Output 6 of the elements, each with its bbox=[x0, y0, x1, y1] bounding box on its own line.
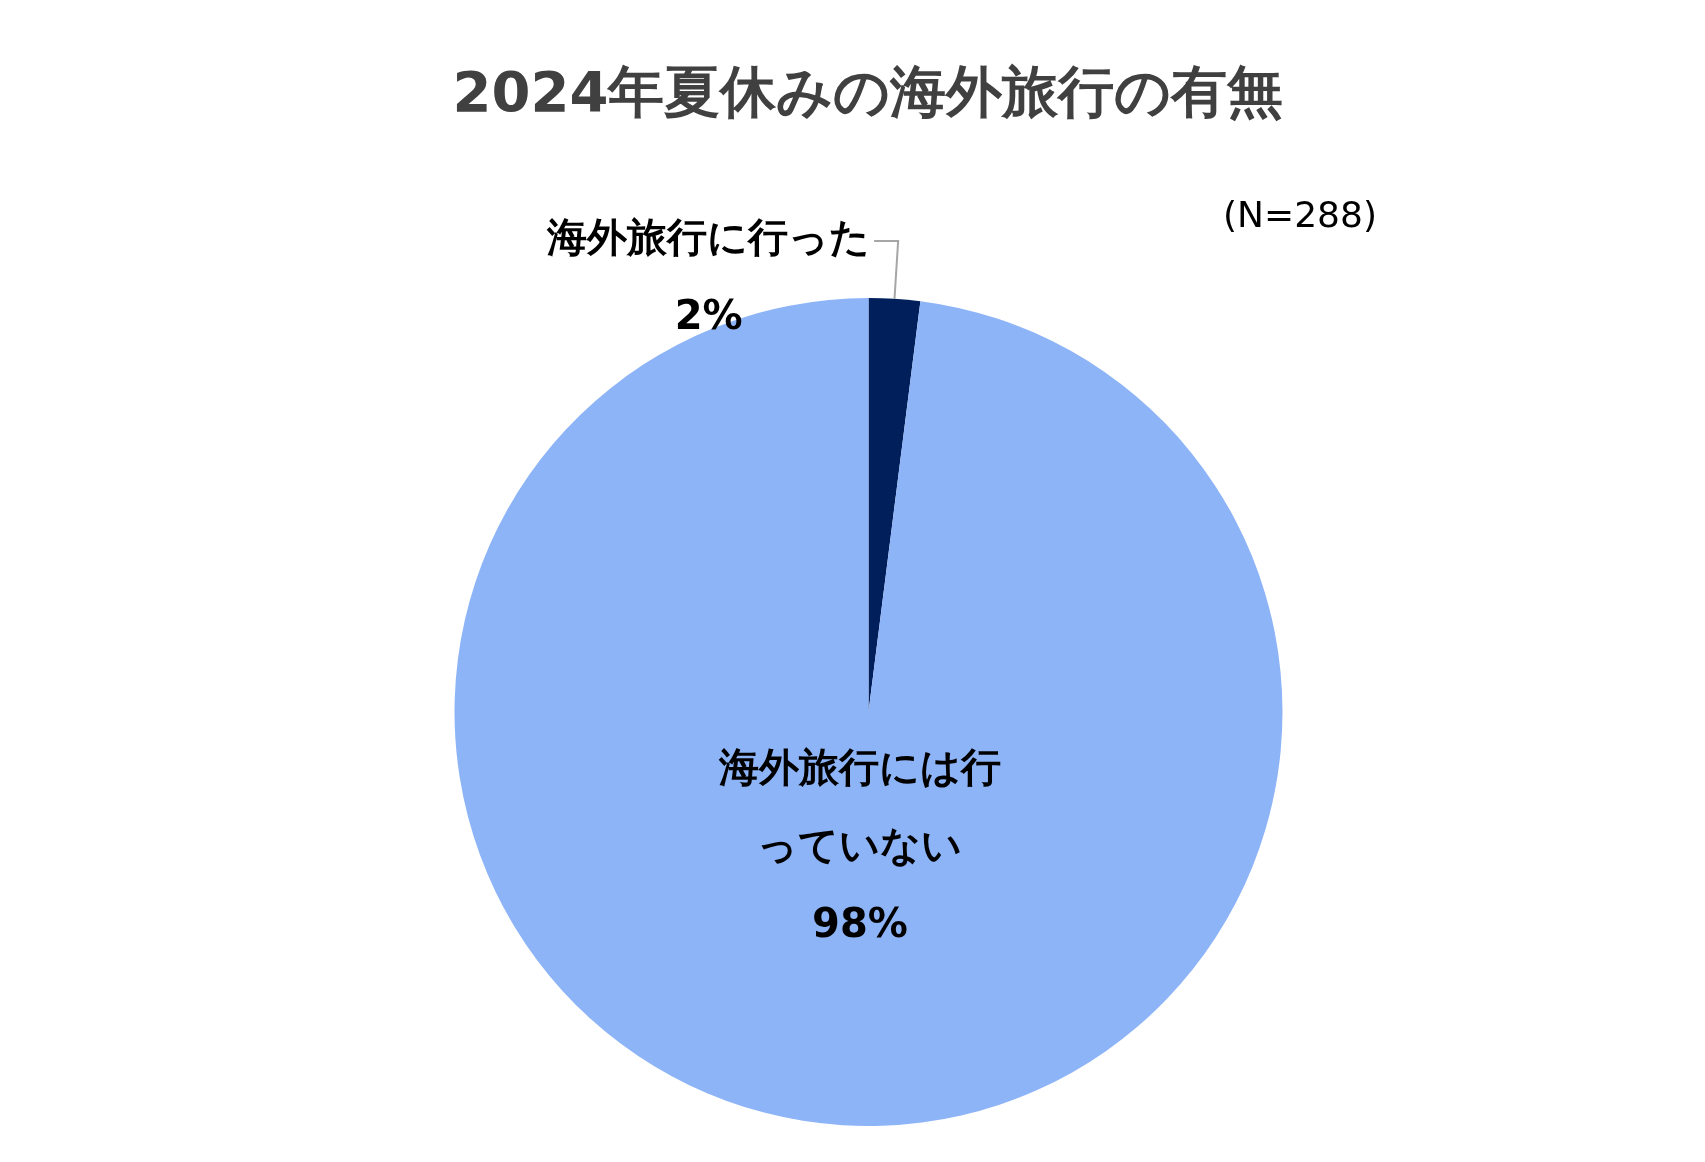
data-label: 2% bbox=[674, 292, 743, 339]
data-label: 98% bbox=[812, 899, 908, 946]
slice-label: 海外旅行に行った bbox=[546, 214, 871, 261]
chart-title: 2024年夏休みの海外旅行の有無 bbox=[452, 58, 1284, 124]
slice-label: 海外旅行には行っていない bbox=[717, 743, 1001, 868]
text: (N=288) bbox=[1223, 194, 1377, 236]
